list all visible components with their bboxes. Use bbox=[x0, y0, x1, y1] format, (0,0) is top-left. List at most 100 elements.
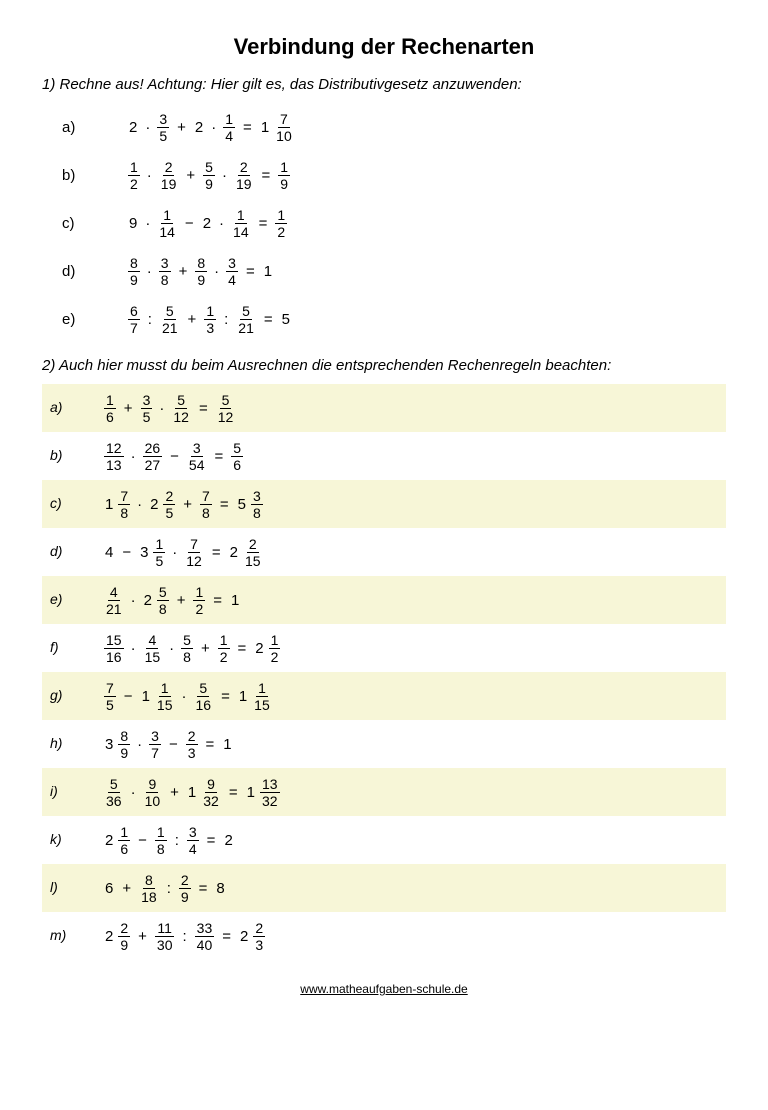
multiply-dot: · bbox=[128, 640, 139, 657]
operator: − bbox=[181, 215, 198, 232]
fraction: 16 bbox=[104, 393, 116, 424]
integer: 2 bbox=[128, 119, 138, 136]
multiply-dot: · bbox=[211, 263, 222, 280]
integer: 1 bbox=[222, 736, 232, 753]
multiply-dot: · bbox=[142, 215, 153, 232]
fraction: 536 bbox=[104, 777, 124, 808]
integer: 3 bbox=[104, 736, 114, 753]
problem-row: g)75−1115·516=1115 bbox=[42, 672, 726, 720]
fraction: 12 bbox=[128, 160, 140, 191]
operator: = bbox=[258, 167, 275, 184]
fraction: 13 bbox=[204, 304, 216, 335]
operator: − bbox=[166, 448, 183, 465]
fraction: 58 bbox=[157, 585, 169, 616]
problem-label: e) bbox=[42, 311, 106, 328]
problem-label: m) bbox=[42, 912, 94, 943]
integer: 1 bbox=[263, 263, 273, 280]
operator: = bbox=[195, 400, 212, 417]
fraction: 215 bbox=[243, 537, 263, 568]
operator: − bbox=[120, 688, 137, 705]
operator: : bbox=[144, 311, 156, 328]
operator: + bbox=[120, 400, 137, 417]
operator: − bbox=[118, 544, 135, 561]
problem-row: f)1516·415·58+12=212 bbox=[42, 624, 726, 672]
multiply-dot: · bbox=[128, 592, 139, 609]
operator: + bbox=[134, 928, 151, 945]
integer: 2 bbox=[229, 544, 239, 561]
expression: 2·35+2·14=1710 bbox=[106, 112, 294, 143]
fraction: 14 bbox=[223, 112, 235, 143]
fraction: 16 bbox=[118, 825, 130, 856]
expression: 178·225+78=538 bbox=[94, 489, 263, 520]
fraction: 3340 bbox=[195, 921, 215, 952]
multiply-dot: · bbox=[134, 496, 145, 513]
operator: − bbox=[134, 832, 151, 849]
fraction: 19 bbox=[278, 160, 290, 191]
operator: = bbox=[218, 928, 235, 945]
fraction: 56 bbox=[231, 441, 243, 472]
expression: 6+818:29=8 bbox=[94, 873, 226, 904]
operator: = bbox=[203, 832, 220, 849]
problem-label: c) bbox=[42, 215, 106, 232]
operator: + bbox=[166, 784, 183, 801]
integer: 2 bbox=[104, 832, 114, 849]
operator: : bbox=[163, 880, 175, 897]
fraction: 25 bbox=[163, 489, 175, 520]
problem-label: a) bbox=[42, 384, 94, 415]
problem-row: h)389·37−23=1 bbox=[42, 720, 726, 768]
operator: + bbox=[175, 263, 192, 280]
fraction: 89 bbox=[118, 729, 130, 760]
fraction: 1332 bbox=[260, 777, 280, 808]
fraction: 29 bbox=[179, 873, 191, 904]
operator: + bbox=[118, 880, 135, 897]
expression: 89·38+89·34=1 bbox=[106, 256, 273, 287]
fraction: 2627 bbox=[143, 441, 163, 472]
problem-row: a)2·35+2·14=1710 bbox=[42, 103, 726, 151]
expression: 67:521+13:521=5 bbox=[106, 304, 291, 335]
integer: 2 bbox=[239, 928, 249, 945]
footer-link: www.matheaufgaben-schule.de bbox=[42, 982, 726, 996]
expression: 4−315·712=2215 bbox=[94, 537, 263, 568]
fraction: 421 bbox=[104, 585, 124, 616]
section2-problems: a)16+35·512=512b)1213·2627−354=56c)178·2… bbox=[42, 384, 726, 960]
problem-label: e) bbox=[42, 576, 94, 607]
fraction: 78 bbox=[200, 489, 212, 520]
problem-row: a)16+35·512=512 bbox=[42, 384, 726, 432]
multiply-dot: · bbox=[166, 640, 177, 657]
operator: = bbox=[195, 880, 212, 897]
problem-row: l)6+818:29=8 bbox=[42, 864, 726, 912]
problem-row: i)536·910+1932=11332 bbox=[42, 768, 726, 816]
integer: 1 bbox=[246, 784, 256, 801]
fraction: 23 bbox=[186, 729, 198, 760]
fraction: 75 bbox=[104, 681, 116, 712]
integer: 2 bbox=[254, 640, 264, 657]
fraction: 58 bbox=[181, 633, 193, 664]
operator: = bbox=[209, 592, 226, 609]
fraction: 415 bbox=[143, 633, 163, 664]
integer: 6 bbox=[104, 880, 114, 897]
problem-row: k)216−18:34=2 bbox=[42, 816, 726, 864]
fraction: 12 bbox=[193, 585, 205, 616]
fraction: 18 bbox=[155, 825, 167, 856]
problem-row: c)178·225+78=538 bbox=[42, 480, 726, 528]
fraction: 29 bbox=[118, 921, 130, 952]
fraction: 34 bbox=[226, 256, 238, 287]
integer: 8 bbox=[215, 880, 225, 897]
expression: 12·219+59·219=19 bbox=[106, 160, 290, 191]
operator: = bbox=[255, 215, 272, 232]
integer: 1 bbox=[260, 119, 270, 136]
operator: + bbox=[173, 592, 190, 609]
fraction: 516 bbox=[193, 681, 213, 712]
fraction: 12 bbox=[275, 208, 287, 239]
operator: = bbox=[216, 496, 233, 513]
problem-row: e)421·258+12=1 bbox=[42, 576, 726, 624]
problem-label: f) bbox=[42, 624, 94, 655]
operator: = bbox=[202, 736, 219, 753]
operator: + bbox=[182, 167, 199, 184]
problem-row: m)229+1130:3340=223 bbox=[42, 912, 726, 960]
multiply-dot: · bbox=[169, 544, 180, 561]
fraction: 1213 bbox=[104, 441, 124, 472]
multiply-dot: · bbox=[144, 263, 155, 280]
operator: − bbox=[165, 736, 182, 753]
integer: 1 bbox=[187, 784, 197, 801]
